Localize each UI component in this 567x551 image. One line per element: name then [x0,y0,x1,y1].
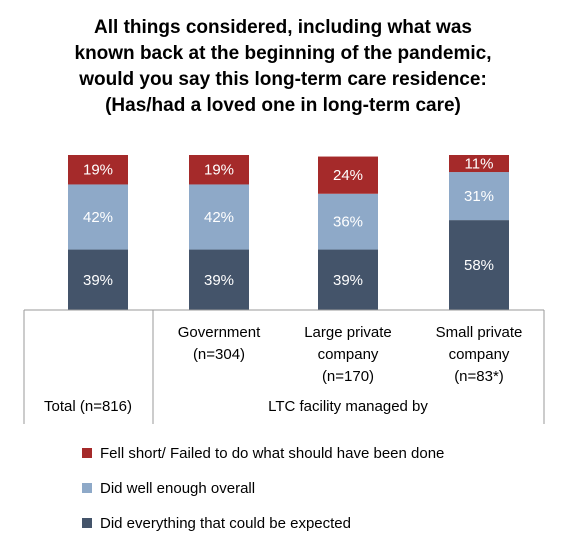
chart-title: All things considered, including what wa… [75,17,492,116]
legend-swatch [82,483,92,493]
bar-segment [189,184,249,250]
bar-segment [68,184,128,250]
bar-segment [189,155,249,185]
chart-title-line: known back at the beginning of the pande… [75,43,492,64]
category-label: Total (n=816) [44,398,132,415]
data-label: 19% [204,162,234,179]
category-label: company [318,346,379,363]
data-label: 39% [83,272,113,289]
data-label: 11% [465,156,494,173]
category-axis: Total (n=816) Government (n=304) Large priv… [23,309,545,424]
data-label: 58% [464,257,494,274]
data-label: 36% [333,214,363,231]
category-label: Large private [304,324,392,341]
bar-segment [449,220,509,310]
data-label: 42% [204,209,234,226]
bar-segment [318,249,378,310]
bar-segment [318,156,378,194]
chart-title-line: All things considered, including what wa… [94,17,472,38]
bar-segment [68,249,128,310]
bar-segment [189,249,249,310]
category-label: Government [178,324,261,341]
bar-segment [449,155,509,173]
legend-label: Fell short/ Failed to do what should hav… [100,445,444,462]
legend-swatch [82,448,92,458]
group-label: LTC facility managed by [268,398,428,415]
legend-swatch [82,518,92,528]
bar-segment [318,193,378,250]
data-label: 39% [333,272,363,289]
legend-label: Did well enough overall [100,480,255,497]
data-label: 24% [333,167,363,184]
data-label: 31% [464,188,494,205]
bar-segment [449,172,509,221]
data-label: 39% [204,272,234,289]
legend-label: Did everything that could be expected [100,515,351,532]
data-label: 42% [83,209,113,226]
chart-title-line: (Has/had a loved one in long-term care) [105,95,461,116]
category-label: Small private [436,324,523,341]
bars: 39% 42% 19% 39% 42% 19% 39% 36% 24% 58% 31% 11% [68,155,509,310]
category-label: (n=83*) [454,368,504,385]
legend: Fell short/ Failed to do what should hav… [82,445,444,532]
category-label: (n=170) [322,368,374,385]
bar-segment [68,155,128,185]
category-label: (n=304) [193,346,245,363]
data-label: 19% [83,162,113,179]
chart-title-line: would you say this long-term care reside… [78,69,487,90]
category-label: company [449,346,510,363]
